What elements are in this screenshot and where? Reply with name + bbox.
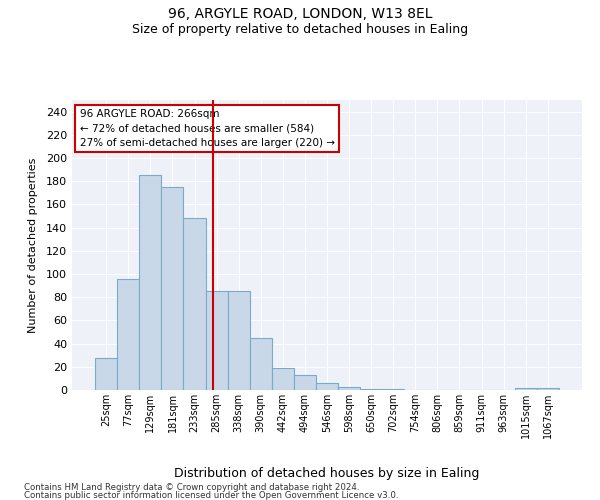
Bar bbox=[250, 338, 272, 390]
Bar bbox=[382, 389, 404, 390]
Bar bbox=[360, 389, 382, 390]
Bar bbox=[515, 388, 537, 390]
Bar bbox=[272, 368, 294, 390]
Bar bbox=[316, 383, 338, 390]
Bar bbox=[537, 388, 559, 390]
Text: 96, ARGYLE ROAD, LONDON, W13 8EL: 96, ARGYLE ROAD, LONDON, W13 8EL bbox=[168, 8, 432, 22]
Y-axis label: Number of detached properties: Number of detached properties bbox=[28, 158, 38, 332]
Bar bbox=[117, 278, 139, 390]
Bar bbox=[227, 292, 250, 390]
Bar bbox=[95, 358, 117, 390]
Bar bbox=[139, 176, 161, 390]
Text: Contains HM Land Registry data © Crown copyright and database right 2024.: Contains HM Land Registry data © Crown c… bbox=[24, 484, 359, 492]
Bar bbox=[184, 218, 206, 390]
Text: Distribution of detached houses by size in Ealing: Distribution of detached houses by size … bbox=[175, 467, 479, 480]
Bar bbox=[338, 386, 360, 390]
Bar bbox=[206, 292, 227, 390]
Text: Contains public sector information licensed under the Open Government Licence v3: Contains public sector information licen… bbox=[24, 491, 398, 500]
Bar bbox=[161, 187, 184, 390]
Text: Size of property relative to detached houses in Ealing: Size of property relative to detached ho… bbox=[132, 22, 468, 36]
Text: 96 ARGYLE ROAD: 266sqm
← 72% of detached houses are smaller (584)
27% of semi-de: 96 ARGYLE ROAD: 266sqm ← 72% of detached… bbox=[80, 108, 335, 148]
Bar bbox=[294, 375, 316, 390]
